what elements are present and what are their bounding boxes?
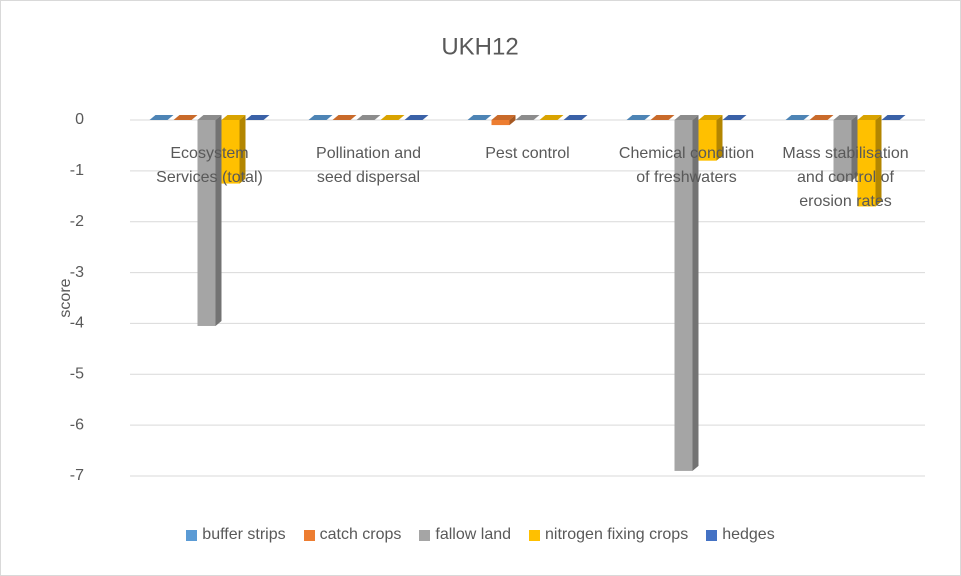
bar [698,120,717,161]
bar-top [197,115,222,120]
legend-swatch [706,529,718,541]
y-tick-label: 0 [75,111,84,128]
bar-top [308,115,333,120]
bar-top [650,115,675,120]
bar-top [539,115,564,120]
y-axis-title: score [57,278,74,317]
bar-top [404,115,429,120]
bar [197,120,216,326]
x-tick-label: Mass stabilisation and control of erosio… [782,145,909,210]
bar [491,120,510,126]
legend-item: catch crops [303,526,402,544]
bar-top [857,115,882,120]
bar-top [173,115,198,120]
bar-top [515,115,540,120]
bar-top [491,115,516,120]
y-tick-label: -7 [70,467,84,484]
bar-top [245,115,270,120]
bar-side [239,115,246,184]
bar-top [674,115,699,120]
chart-title: UKH12 [441,33,518,60]
bar-top [809,115,834,120]
y-tick-label: -2 [70,213,84,230]
legend-swatch [529,529,541,541]
legend-item: hedges [706,526,775,544]
bar-side [692,115,699,471]
y-tick-label: -3 [70,264,84,281]
legend-label: buffer strips [202,526,286,543]
bar-top [467,115,492,120]
bar-top [785,115,810,120]
legend-item: buffer strips [186,526,286,544]
legend-label: fallow land [435,526,512,543]
bar-top [626,115,651,120]
bar-top [380,115,405,120]
bar-top [149,115,174,120]
bar-top [356,115,381,120]
x-tick-label: Ecosystem Services (total) [156,145,263,186]
bar-side [716,115,723,161]
x-tick-label: Pollination and seed dispersal [316,145,421,186]
legend: buffer strips catch crops fallow land nitro… [0,526,961,544]
bar-top [833,115,858,120]
bar-side [215,115,222,326]
legend-label: catch crops [319,526,402,543]
bar [833,120,852,182]
bar-top [332,115,357,120]
y-tick-label: -4 [70,315,84,332]
x-tick-label: Chemical condition of freshwaters [618,145,755,186]
bar-top [722,115,747,120]
bar-top [881,115,906,120]
bar [674,120,693,471]
legend-item: fallow land [419,526,511,544]
legend-label: nitrogen fixing crops [545,526,689,543]
bar-side [851,115,858,182]
bar-top [698,115,723,120]
bar [221,120,240,184]
legend-item: nitrogen fixing crops [529,526,688,544]
legend-swatch [419,529,431,541]
y-tick-label: -6 [70,416,84,433]
x-tick-label: Pest control [485,145,570,162]
legend-swatch [186,529,198,541]
y-tick-label: -5 [70,366,84,383]
bar-side [875,115,882,207]
bar [857,120,876,207]
bar-side [509,115,516,126]
y-tick-label: -1 [70,162,84,179]
bar-top [563,115,588,120]
legend-swatch [303,529,315,541]
legend-label: hedges [722,526,775,543]
bar-top [221,115,246,120]
